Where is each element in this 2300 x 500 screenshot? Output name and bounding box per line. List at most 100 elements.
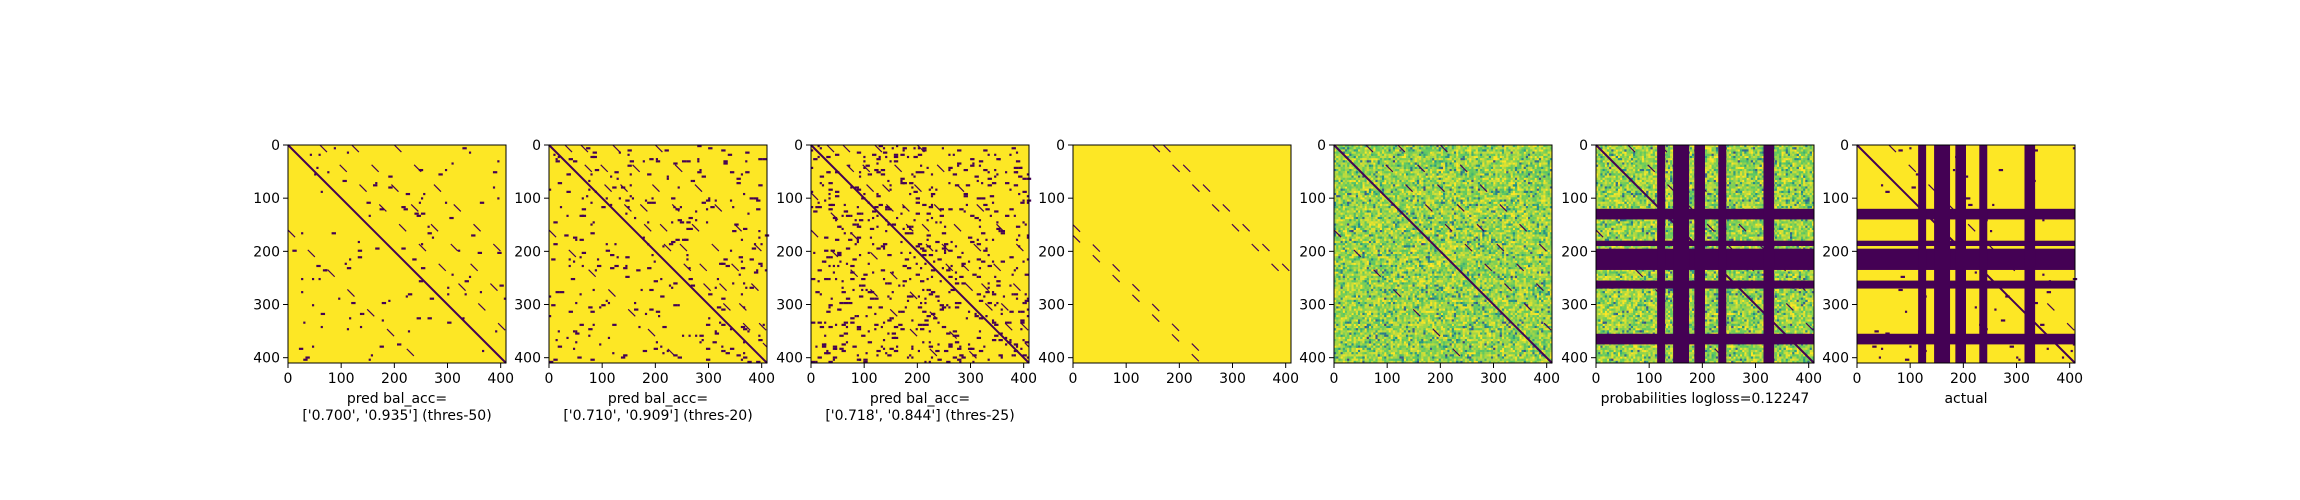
- heatmap-cell: [1543, 225, 1546, 229]
- heatmap-cell: [1547, 227, 1551, 231]
- heatmap-cell: [1425, 199, 1428, 202]
- heatmap-cell: [858, 225, 862, 228]
- heatmap-cell: [893, 223, 897, 226]
- heatmap-cell: [882, 243, 888, 246]
- heatmap-cell: [1429, 155, 1433, 159]
- heatmap-cell: [1366, 179, 1370, 183]
- heatmap-cell: [843, 203, 846, 207]
- heatmap-cell: [1462, 184, 1465, 187]
- heatmap-cell: [1347, 149, 1350, 152]
- heatmap-cell: [1432, 151, 1435, 154]
- heatmap-cell: [1449, 234, 1452, 237]
- heatmap-cell: [1401, 232, 1404, 235]
- heatmap-cell: [647, 173, 652, 176]
- heatmap-cell: [1525, 145, 1529, 148]
- heatmap-cell: [1501, 182, 1505, 185]
- heatmap-cell: [581, 197, 584, 200]
- heatmap-cell: [1517, 182, 1520, 185]
- heatmap-cell: [1449, 184, 1452, 187]
- heatmap-cell: [1397, 197, 1400, 200]
- heatmap-cell: [1475, 227, 1479, 231]
- heatmap-cell: [1423, 199, 1426, 202]
- heatmap-diagonal: [874, 144, 1030, 300]
- heatmap-cell: [1471, 173, 1474, 176]
- heatmap-cell: [1525, 212, 1529, 215]
- heatmap-cell: [1381, 166, 1385, 170]
- heatmap-cell: [1386, 201, 1389, 205]
- heatmap-cell: [1399, 179, 1402, 183]
- heatmap-cell: [1412, 203, 1415, 207]
- heatmap-cell: [1011, 293, 1014, 296]
- heatmap-cell: [1506, 197, 1509, 200]
- heatmap-cell: [1421, 147, 1424, 150]
- heatmap-cell: [1506, 192, 1509, 196]
- heatmap-cell: [1462, 216, 1465, 220]
- heatmap-cell: [368, 358, 371, 361]
- heatmap-cell: [1549, 164, 1553, 167]
- heatmap-cell: [1506, 145, 1509, 148]
- heatmap-cell: [1493, 186, 1496, 189]
- heatmap-cell: [1432, 210, 1435, 213]
- heatmap-cell: [1425, 179, 1428, 183]
- heatmap-cell: [1471, 153, 1474, 157]
- heatmap-cell: [1395, 149, 1398, 152]
- heatmap-cell: [1445, 179, 1448, 183]
- heatmap-cell: [1373, 145, 1376, 148]
- heatmap-cell: [1475, 206, 1479, 209]
- heatmap-cell: [994, 304, 997, 307]
- heatmap-cell: [1375, 212, 1378, 215]
- heatmap-cell: [1545, 145, 1548, 148]
- heatmap-cell: [1399, 184, 1402, 187]
- heatmap-cell: [1501, 145, 1505, 148]
- heatmap-cell: [1532, 201, 1535, 205]
- heatmap-cell: [1388, 221, 1391, 224]
- heatmap-cell: [1338, 223, 1341, 226]
- heatmap-cell: [1464, 188, 1468, 191]
- heatmap-cell: [1486, 166, 1489, 170]
- heatmap-cell: [1373, 192, 1376, 196]
- heatmap-cell: [1347, 214, 1350, 218]
- heatmap-cell: [930, 203, 934, 207]
- heatmap-cell: [928, 206, 934, 209]
- heatmap-cell: [876, 354, 879, 357]
- heatmap-cell: [1388, 151, 1391, 154]
- heatmap-cell: [1488, 206, 1492, 209]
- heatmap-cell: [1344, 225, 1348, 229]
- heatmap-cell: [625, 264, 628, 268]
- heatmap-cell: [1336, 153, 1339, 157]
- heatmap-cell: [557, 155, 560, 159]
- heatmap-cell: [1377, 208, 1380, 211]
- heatmap-cell: [1408, 230, 1411, 233]
- heatmap-cell: [1543, 186, 1546, 189]
- heatmap-cell: [1499, 145, 1503, 148]
- heatmap-cell: [1525, 184, 1529, 187]
- heatmap-cell: [1362, 214, 1365, 218]
- heatmap-cell: [1342, 234, 1346, 237]
- heatmap-cell: [1477, 147, 1481, 150]
- heatmap-cell: [1466, 199, 1470, 202]
- heatmap-cell: [1545, 197, 1548, 200]
- heatmap-background: [1073, 145, 1291, 363]
- heatmap-cell: [1484, 149, 1487, 152]
- heatmap-cell: [1490, 223, 1494, 226]
- heatmap-cell: [948, 345, 953, 348]
- heatmap-cell: [1338, 151, 1341, 154]
- heatmap-cell: [553, 153, 556, 156]
- heatmap-cell: [1414, 219, 1418, 222]
- heatmap-cell: [1364, 149, 1367, 152]
- heatmap-cell: [1499, 230, 1503, 233]
- heatmap-cell: [1453, 179, 1457, 183]
- heatmap-cell: [937, 258, 942, 261]
- heatmap-cell: [850, 271, 855, 274]
- heatmap-cell: [1336, 197, 1339, 200]
- heatmap-cell: [1338, 166, 1341, 170]
- heatmap-cell: [867, 173, 870, 176]
- heatmap-cell: [1344, 214, 1348, 218]
- heatmap-cell: [1395, 158, 1398, 161]
- heatmap-cell: [749, 258, 754, 261]
- heatmap-cell: [1364, 201, 1367, 205]
- heatmap-cell: [1403, 168, 1407, 172]
- heatmap-cell: [1405, 182, 1409, 185]
- heatmap-cell: [1443, 195, 1446, 198]
- heatmap-cell: [1410, 155, 1413, 159]
